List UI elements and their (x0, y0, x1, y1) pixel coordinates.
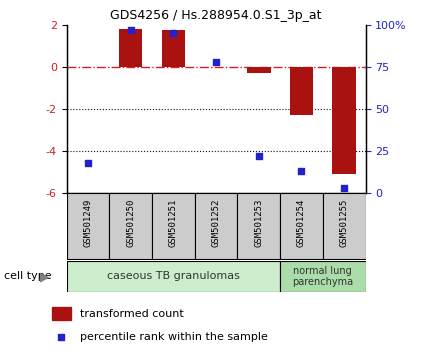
Bar (280, 261, 366, 292)
Text: GSM501251: GSM501251 (169, 198, 178, 247)
Text: GSM501253: GSM501253 (254, 198, 263, 247)
Bar (280, 193, 323, 260)
Bar (152, 193, 195, 260)
Bar (67, 193, 109, 260)
Bar (290, 67, 313, 115)
Text: transformed count: transformed count (80, 309, 184, 319)
Bar (323, 193, 366, 260)
Text: caseous TB granulomas: caseous TB granulomas (107, 272, 240, 281)
Point (212, 59, 219, 64)
Bar (109, 193, 152, 260)
Bar (237, 193, 280, 260)
Text: normal lung
parenchyma: normal lung parenchyma (292, 266, 353, 287)
Text: GSM501255: GSM501255 (340, 198, 349, 247)
Text: GSM501254: GSM501254 (297, 198, 306, 247)
Bar (247, 67, 270, 73)
Bar (52, 307, 71, 320)
Bar (119, 29, 142, 67)
Text: ▶: ▶ (40, 270, 50, 283)
Text: cell type: cell type (4, 272, 52, 281)
Point (170, 30, 177, 36)
Text: GSM501249: GSM501249 (83, 198, 92, 247)
Text: GSM501250: GSM501250 (126, 198, 135, 247)
Point (127, 27, 134, 33)
Title: GDS4256 / Hs.288954.0.S1_3p_at: GDS4256 / Hs.288954.0.S1_3p_at (111, 9, 322, 22)
Point (85, 160, 92, 166)
Bar (195, 193, 237, 260)
Point (298, 168, 305, 174)
Point (255, 153, 262, 159)
Bar (67, 261, 280, 292)
Bar (332, 67, 356, 174)
Text: GSM501252: GSM501252 (212, 198, 221, 247)
Point (341, 185, 347, 191)
Point (58, 334, 64, 339)
Bar (162, 30, 185, 67)
Text: percentile rank within the sample: percentile rank within the sample (80, 332, 268, 342)
